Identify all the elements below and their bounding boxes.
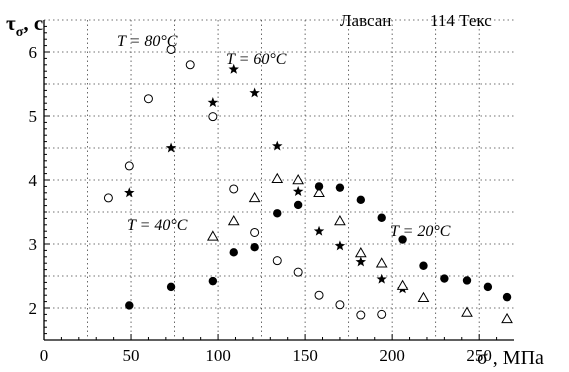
axes	[43, 20, 514, 341]
series-label-40: T = 40°C	[127, 217, 188, 234]
data-point	[292, 173, 305, 185]
data-point	[377, 309, 387, 319]
data-point	[334, 240, 346, 251]
data-point	[249, 87, 260, 98]
data-point	[185, 60, 195, 70]
data-point	[354, 246, 367, 258]
x-tick-label: 0	[40, 346, 49, 365]
data-point	[356, 310, 366, 320]
data-point	[228, 63, 239, 74]
data-point	[396, 279, 409, 290]
data-points	[103, 44, 513, 324]
x-tick-label: 250	[466, 346, 492, 365]
data-point	[229, 248, 238, 257]
series-3	[125, 182, 512, 310]
data-point	[356, 195, 366, 205]
y-tick-label: 5	[29, 107, 38, 126]
data-point	[206, 230, 219, 241]
data-point	[165, 142, 177, 153]
data-point	[293, 267, 303, 277]
series-label-80: T = 80°C	[117, 33, 178, 50]
data-point	[272, 256, 282, 266]
data-point	[166, 282, 176, 292]
data-point	[208, 276, 218, 286]
data-point	[335, 300, 345, 310]
data-point	[273, 209, 282, 218]
series-2	[206, 172, 513, 324]
y-tick-label: 4	[29, 171, 38, 190]
data-point	[313, 186, 325, 198]
data-point	[419, 261, 428, 270]
data-point	[398, 235, 407, 244]
data-point	[417, 291, 430, 303]
data-point	[229, 184, 239, 194]
data-point	[124, 187, 135, 198]
data-point	[124, 161, 134, 171]
series-label-20: T = 20°C	[390, 223, 451, 240]
data-point	[355, 256, 367, 267]
data-point	[248, 191, 261, 203]
x-tick-label: 150	[292, 346, 318, 365]
data-point	[208, 112, 218, 122]
data-point	[250, 243, 259, 252]
data-point	[314, 182, 324, 191]
data-point	[207, 97, 219, 108]
data-point	[462, 276, 472, 285]
material-label: Лавсан	[340, 11, 391, 30]
series-label-60: T = 60°C	[226, 51, 287, 68]
data-point	[293, 200, 303, 210]
data-point	[501, 312, 513, 324]
series-0	[103, 44, 387, 320]
data-point	[483, 282, 493, 292]
data-point	[335, 183, 345, 192]
data-point	[125, 301, 134, 310]
x-tick-label: 100	[205, 346, 231, 365]
data-point	[272, 140, 283, 151]
data-point	[103, 193, 113, 203]
y-tick-label: 3	[29, 235, 38, 254]
data-point	[143, 94, 153, 104]
data-point	[292, 186, 304, 196]
data-point	[334, 214, 346, 226]
data-point	[375, 257, 388, 268]
x-tick-label: 50	[123, 346, 140, 365]
data-point	[376, 273, 387, 284]
x-tick-label: 200	[379, 346, 405, 365]
data-point	[314, 290, 324, 300]
x-axis-label: σ , МПа	[477, 347, 544, 369]
data-point	[502, 292, 512, 302]
data-point	[461, 306, 473, 317]
y-tick-label: 6	[29, 43, 38, 62]
data-point	[227, 214, 240, 226]
data-point	[313, 225, 325, 236]
data-point	[250, 227, 260, 237]
y-axis-label: τσ, с	[6, 11, 43, 40]
linear-density-label: 114 Текс	[430, 11, 492, 30]
data-point	[440, 274, 449, 283]
data-point	[166, 44, 176, 54]
data-point	[377, 213, 386, 222]
tick-labels: 0 50 100 150 200 250 2 3 4 5 6	[29, 43, 492, 365]
data-point	[271, 172, 284, 183]
y-tick-label: 2	[29, 299, 38, 318]
